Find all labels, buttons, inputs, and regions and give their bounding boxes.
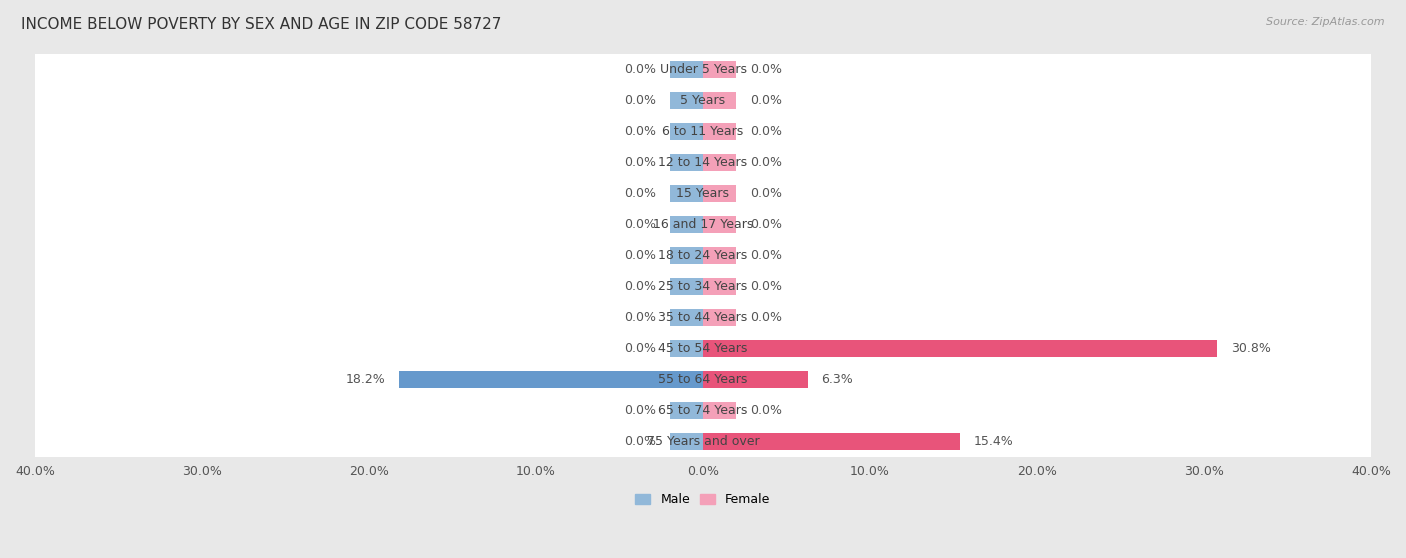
Text: 0.0%: 0.0%: [749, 218, 782, 231]
Bar: [703, 433, 960, 450]
Bar: [669, 216, 703, 233]
Bar: [669, 123, 703, 140]
Text: 55 to 64 Years: 55 to 64 Years: [658, 373, 748, 386]
Bar: [703, 247, 737, 264]
Text: 0.0%: 0.0%: [749, 311, 782, 324]
Text: 5 Years: 5 Years: [681, 94, 725, 107]
Text: 65 to 74 Years: 65 to 74 Years: [658, 404, 748, 417]
Text: 0.0%: 0.0%: [624, 435, 657, 448]
Legend: Male, Female: Male, Female: [630, 488, 776, 511]
Text: 0.0%: 0.0%: [749, 404, 782, 417]
FancyBboxPatch shape: [32, 52, 1374, 87]
Text: 45 to 54 Years: 45 to 54 Years: [658, 342, 748, 355]
Bar: [703, 371, 808, 388]
Bar: [703, 61, 737, 78]
Text: 18.2%: 18.2%: [346, 373, 385, 386]
Bar: [703, 340, 1218, 357]
Text: 0.0%: 0.0%: [624, 218, 657, 231]
FancyBboxPatch shape: [32, 362, 1374, 397]
FancyBboxPatch shape: [32, 176, 1374, 211]
Bar: [703, 123, 737, 140]
Text: 0.0%: 0.0%: [624, 125, 657, 138]
Bar: [669, 309, 703, 326]
Text: 0.0%: 0.0%: [749, 156, 782, 169]
Text: 0.0%: 0.0%: [624, 94, 657, 107]
Text: 0.0%: 0.0%: [624, 187, 657, 200]
Text: 0.0%: 0.0%: [624, 342, 657, 355]
FancyBboxPatch shape: [32, 269, 1374, 304]
Bar: [669, 433, 703, 450]
Text: 0.0%: 0.0%: [749, 125, 782, 138]
Bar: [669, 247, 703, 264]
Text: 6.3%: 6.3%: [821, 373, 853, 386]
Text: 12 to 14 Years: 12 to 14 Years: [658, 156, 748, 169]
Bar: [399, 371, 703, 388]
Text: 30.8%: 30.8%: [1230, 342, 1271, 355]
Bar: [703, 402, 737, 419]
Text: Under 5 Years: Under 5 Years: [659, 63, 747, 76]
Text: 15.4%: 15.4%: [973, 435, 1014, 448]
Bar: [669, 278, 703, 295]
Text: 35 to 44 Years: 35 to 44 Years: [658, 311, 748, 324]
Text: 0.0%: 0.0%: [749, 249, 782, 262]
FancyBboxPatch shape: [32, 114, 1374, 149]
Text: 0.0%: 0.0%: [624, 63, 657, 76]
Text: 0.0%: 0.0%: [624, 249, 657, 262]
Text: 6 to 11 Years: 6 to 11 Years: [662, 125, 744, 138]
FancyBboxPatch shape: [32, 424, 1374, 459]
Bar: [703, 154, 737, 171]
Bar: [669, 340, 703, 357]
Bar: [669, 92, 703, 109]
Text: 16 and 17 Years: 16 and 17 Years: [652, 218, 754, 231]
Text: 0.0%: 0.0%: [624, 311, 657, 324]
Text: 0.0%: 0.0%: [749, 280, 782, 293]
Bar: [669, 154, 703, 171]
Text: 75 Years and over: 75 Years and over: [647, 435, 759, 448]
Text: 0.0%: 0.0%: [624, 156, 657, 169]
Bar: [703, 278, 737, 295]
FancyBboxPatch shape: [32, 207, 1374, 242]
Text: 0.0%: 0.0%: [749, 94, 782, 107]
Bar: [703, 185, 737, 202]
Bar: [703, 216, 737, 233]
Text: Source: ZipAtlas.com: Source: ZipAtlas.com: [1267, 17, 1385, 27]
Bar: [703, 92, 737, 109]
Bar: [669, 61, 703, 78]
FancyBboxPatch shape: [32, 331, 1374, 366]
Text: 0.0%: 0.0%: [749, 187, 782, 200]
FancyBboxPatch shape: [32, 393, 1374, 428]
FancyBboxPatch shape: [32, 145, 1374, 180]
Text: 25 to 34 Years: 25 to 34 Years: [658, 280, 748, 293]
Text: 15 Years: 15 Years: [676, 187, 730, 200]
FancyBboxPatch shape: [32, 238, 1374, 273]
Text: INCOME BELOW POVERTY BY SEX AND AGE IN ZIP CODE 58727: INCOME BELOW POVERTY BY SEX AND AGE IN Z…: [21, 17, 502, 32]
Bar: [669, 185, 703, 202]
Text: 0.0%: 0.0%: [624, 404, 657, 417]
Text: 0.0%: 0.0%: [749, 63, 782, 76]
Bar: [703, 309, 737, 326]
FancyBboxPatch shape: [32, 83, 1374, 118]
FancyBboxPatch shape: [32, 300, 1374, 335]
Text: 0.0%: 0.0%: [624, 280, 657, 293]
Bar: [669, 402, 703, 419]
Text: 18 to 24 Years: 18 to 24 Years: [658, 249, 748, 262]
